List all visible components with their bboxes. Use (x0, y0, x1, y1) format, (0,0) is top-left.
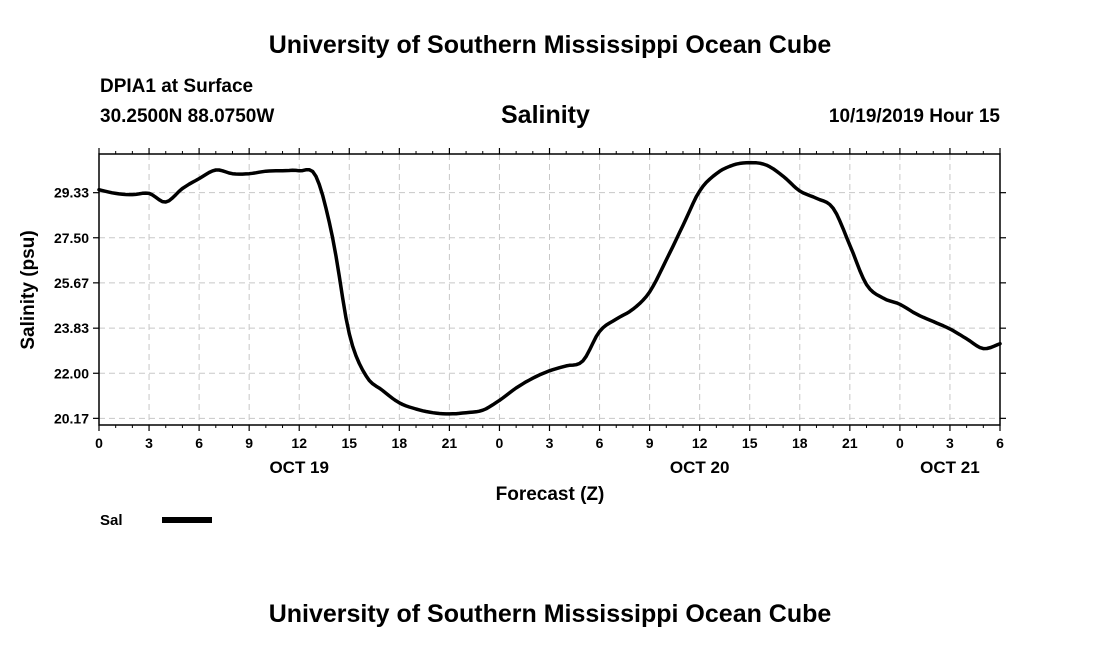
x-tick-label: 0 (896, 435, 904, 451)
tick-layer (93, 148, 1006, 431)
x-tick-label: 15 (341, 435, 357, 451)
label-layer: 0 3 6 9 12 15 18 21 0 3 6 9 12 15 18 21 0 3 6 20.17 22.00 23.… (54, 185, 1004, 477)
grid-layer (99, 154, 1000, 425)
x-date-label: OCT 20 (670, 458, 730, 477)
series-line-sal (97, 160, 1002, 416)
y-tick-label: 22.00 (54, 365, 89, 381)
x-tick-label: 6 (195, 435, 203, 451)
legend-label-sal: Sal (100, 512, 123, 529)
x-date-label: OCT 19 (269, 458, 329, 477)
station-label: DPIA1 at Surface (100, 76, 254, 97)
x-tick-label: 18 (792, 435, 808, 451)
y-tick-label: 29.33 (54, 185, 89, 201)
y-tick-label: 23.83 (54, 320, 89, 336)
x-date-label: OCT 21 (920, 458, 980, 477)
x-tick-label: 21 (442, 435, 458, 451)
x-tick-label: 9 (646, 435, 654, 451)
coordinates-label: 30.2500N 88.0750W (100, 106, 275, 127)
x-tick-label: 18 (392, 435, 408, 451)
y-tick-label: 25.67 (54, 275, 89, 291)
y-tick-label: 27.50 (54, 230, 89, 246)
y-axis-label: Salinity (psu) (18, 230, 39, 349)
x-tick-label: 15 (742, 435, 758, 451)
x-tick-label: 12 (291, 435, 307, 451)
x-tick-label: 3 (145, 435, 153, 451)
x-tick-label: 9 (245, 435, 253, 451)
x-tick-label: 21 (842, 435, 858, 451)
x-tick-label: 6 (596, 435, 604, 451)
x-tick-label: 3 (946, 435, 954, 451)
datetime-label: 10/19/2019 Hour 15 (828, 106, 1000, 127)
x-tick-label: 6 (996, 435, 1004, 451)
plot-title: Salinity (501, 101, 590, 129)
chart-title: University of Southern Mississippi Ocean… (268, 31, 832, 59)
x-tick-label: 12 (692, 435, 708, 451)
x-tick-label: 3 (546, 435, 554, 451)
y-tick-label: 20.17 (54, 410, 89, 426)
x-tick-label: 0 (95, 435, 103, 451)
x-axis-label: Forecast (Z) (496, 484, 605, 505)
footer-title: University of Southern Mississippi Ocean… (268, 600, 832, 628)
x-tick-label: 0 (496, 435, 504, 451)
